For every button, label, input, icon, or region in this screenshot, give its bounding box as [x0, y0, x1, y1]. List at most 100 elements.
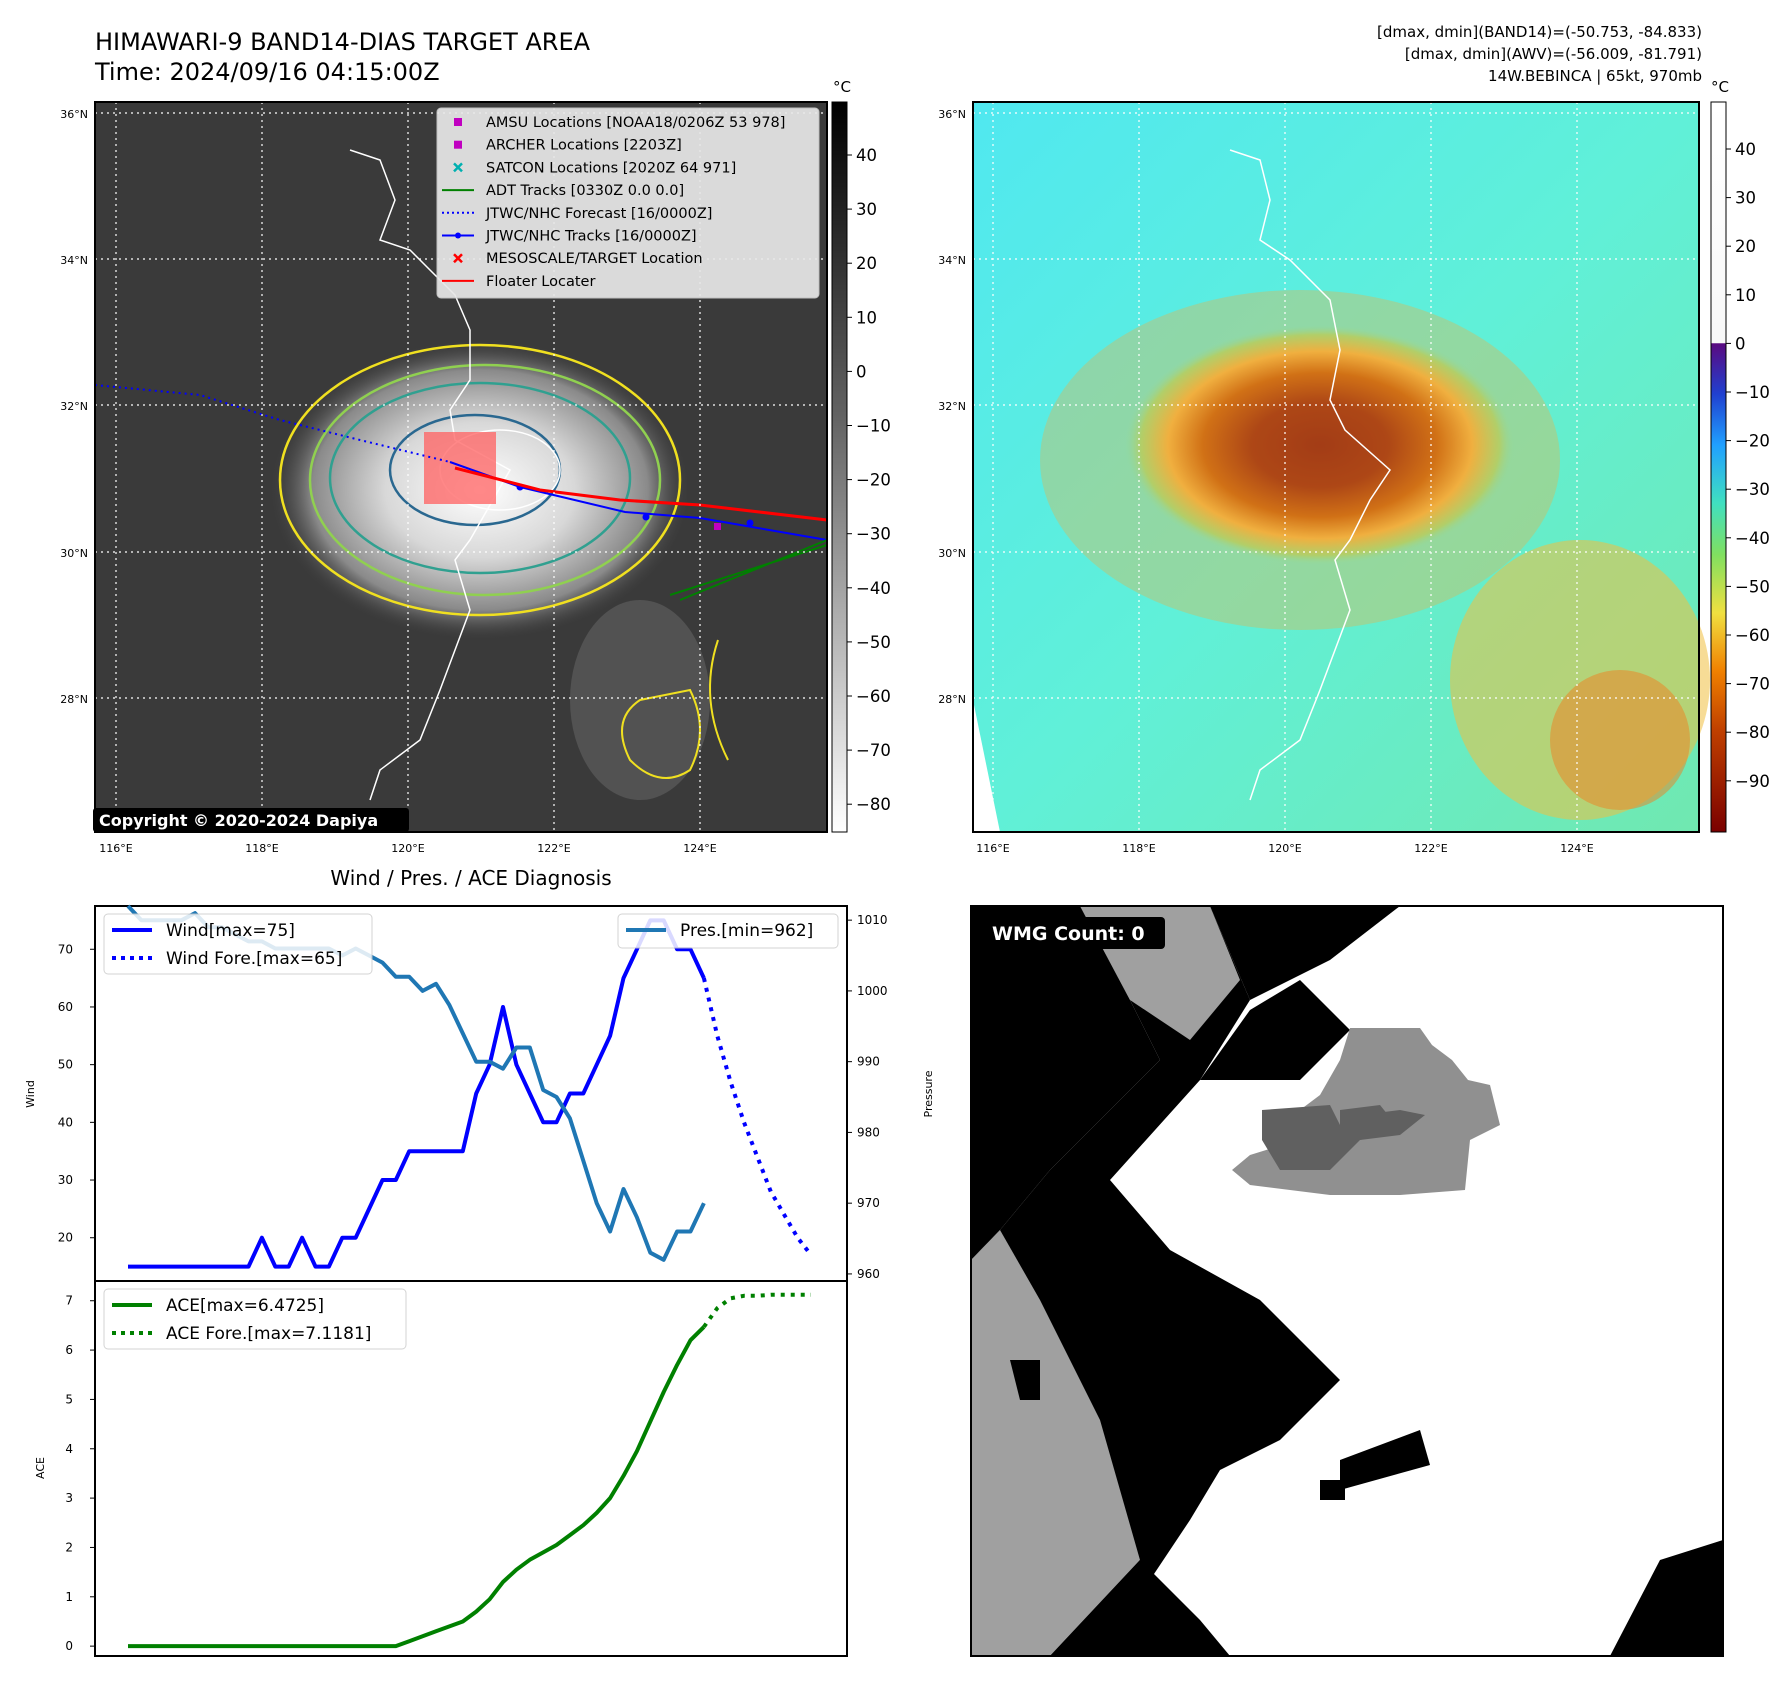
axis-tick-label: 50	[58, 1058, 73, 1072]
axis-tick-label: 3	[65, 1491, 73, 1505]
wmg-storm-shading	[1010, 1028, 1500, 1500]
axis-tick-label: 980	[857, 1125, 880, 1139]
ir-lon-label: 118°E	[245, 842, 278, 855]
legend-marker-dot	[455, 232, 461, 239]
colorbar-tick-label: −80	[1735, 723, 1770, 742]
figure-title: HIMAWARI-9 BAND14-DIAS TARGET AREA	[95, 28, 591, 56]
awv-map-panel	[972, 101, 1710, 833]
ir-lon-label: 116°E	[99, 842, 132, 855]
awv-lat-label: 32°N	[938, 400, 966, 413]
figure-timestamp: Time: 2024/09/16 04:15:00Z	[94, 58, 440, 86]
awv-storm-core	[1125, 325, 1515, 565]
ace-forecast-legend-label: ACE Fore.[max=7.1181]	[166, 1324, 371, 1344]
legend-marker-x	[453, 162, 463, 173]
ir-lat-label: 34°N	[60, 254, 88, 267]
colorbar-tick-label: −80	[856, 795, 891, 814]
ir-lat-label: 32°N	[60, 400, 88, 413]
colorbar-tick-label: −30	[856, 525, 891, 544]
legend-label: AMSU Locations [NOAA18/0206Z 53 978]	[486, 115, 785, 131]
awv-lat-label: 34°N	[938, 254, 966, 267]
axis-tick-label: 960	[857, 1267, 880, 1281]
awv-lat-label: 36°N	[938, 108, 966, 121]
pressure-legend-label: Pres.[min=962]	[680, 921, 813, 941]
axis-tick-label: 1010	[857, 913, 888, 927]
colorbar-tick-label: −70	[1735, 675, 1770, 694]
wind-legend-label: Wind[max=75]	[166, 921, 295, 941]
wind-pressure-chart: 20 30 40 50 60 70 960 970 980 990 1000 1010 Wind P…	[24, 904, 935, 1282]
axis-tick-label: 990	[857, 1055, 880, 1069]
pressure-legend: Pres.[min=962]	[617, 913, 839, 949]
wind-forecast-legend-label: Wind Fore.[max=65]	[166, 949, 342, 969]
legend-label: ADT Tracks [0330Z 0.0 0.0]	[486, 183, 684, 199]
awv-lat-label: 28°N	[938, 693, 966, 706]
awv-lon-label: 122°E	[1414, 842, 1447, 855]
axis-tick-label: 70	[58, 942, 73, 956]
awv-range-text: [dmax, dmin](AWV)=(-56.009, -81.791)	[1405, 45, 1702, 63]
axis-tick-label: 6	[65, 1343, 73, 1357]
storm-info-text: 14W.BEBINCA | 65kt, 970mb	[1488, 67, 1702, 85]
axis-tick-label: 7	[65, 1294, 73, 1308]
colorbar-tick-label: 10	[1735, 286, 1756, 305]
series-line	[702, 1292, 811, 1329]
wmg-count-label: WMG Count: 0	[992, 923, 1145, 945]
ir-contour-yellow	[278, 343, 682, 617]
axis-tick-label: 60	[58, 1000, 73, 1014]
colorbar-tick-label: −20	[1735, 432, 1770, 451]
legend-marker-square	[454, 118, 462, 126]
axis-tick-label: 1000	[857, 984, 888, 998]
colorbar-tick-label: −70	[856, 741, 891, 760]
colorbar-tick-label: 20	[856, 254, 877, 273]
colorbar-tick-label: −60	[856, 687, 891, 706]
awv-lat-label: 30°N	[938, 547, 966, 560]
colorbar-tick-label: −10	[856, 417, 891, 436]
ir-lat-label: 36°N	[60, 108, 88, 121]
colorbar-tick-label: 10	[856, 308, 877, 327]
wmg-panel	[971, 906, 1723, 1656]
ir-lon-label: 120°E	[391, 842, 424, 855]
axis-tick-label: 970	[857, 1196, 880, 1210]
pressure-axis-label: Pressure	[922, 1070, 935, 1117]
ir-lon-label: 122°E	[537, 842, 570, 855]
axis-tick-label: 2	[65, 1540, 73, 1554]
ace-legend: ACE[max=6.4725] ACE Fore.[max=7.1181]	[103, 1288, 407, 1350]
ace-chart: 0 1 2 3 4 5 6 7 ACE ACE[max=6.4725] ACE Fore.[m…	[34, 1280, 848, 1657]
axis-tick-label: 0	[65, 1639, 73, 1653]
axis-tick-label: 4	[65, 1442, 73, 1456]
series-line	[128, 918, 706, 1269]
wind-legend: Wind[max=75] Wind Fore.[max=65]	[103, 913, 373, 975]
legend-label: ARCHER Locations [2203Z]	[486, 138, 682, 154]
awv-lon-label: 116°E	[976, 842, 1009, 855]
axis-tick-label: 40	[58, 1115, 73, 1129]
colorbar-tick-label: −50	[856, 633, 891, 652]
ir-lat-label: 30°N	[60, 547, 88, 560]
diagnosis-title: Wind / Pres. / ACE Diagnosis	[330, 866, 611, 890]
legend-marker-x	[453, 253, 463, 264]
legend-label: Floater Locater	[486, 274, 595, 290]
floater-track	[454, 466, 828, 522]
legend-marker-square	[454, 140, 462, 149]
awv-colorbar-unit: °C	[1711, 78, 1729, 96]
ir-lat-label: 28°N	[60, 693, 88, 706]
colorbar-tick-label: 30	[1735, 189, 1756, 208]
awv-lon-label: 118°E	[1122, 842, 1155, 855]
awv-lon-label: 120°E	[1268, 842, 1301, 855]
ir-colorbar: °C 40 30 20 10 0 −10 −20 −30 −40 −50 −60 −70 −80	[831, 78, 891, 833]
axis-tick-label: 20	[58, 1231, 73, 1245]
ir-lon-label: 124°E	[683, 842, 716, 855]
copyright-label: Copyright © 2020-2024 Dapiya	[99, 811, 378, 830]
legend-label: JTWC/NHC Tracks [16/0000Z]	[485, 229, 697, 245]
series-line	[128, 1325, 706, 1649]
awv-lon-label: 124°E	[1560, 842, 1593, 855]
legend-label: JTWC/NHC Forecast [16/0000Z]	[485, 206, 712, 222]
colorbar-tick-label: −60	[1735, 626, 1770, 645]
colorbar-tick-label: 0	[1735, 334, 1746, 353]
ir-colorbar-unit: °C	[833, 78, 851, 96]
colorbar-tick-label: −90	[1735, 772, 1770, 791]
colorbar-tick-label: 40	[1735, 140, 1756, 159]
colorbar-tick-label: 0	[856, 362, 867, 381]
colorbar-tick-label: −50	[1735, 577, 1770, 596]
axis-tick-label: 30	[58, 1173, 73, 1187]
awv-colorbar: °C 40 30 20 10 0 −10 −20 −30 −40 −50 −60 −70 −80 −90	[1710, 78, 1770, 833]
adt-track	[669, 539, 828, 601]
